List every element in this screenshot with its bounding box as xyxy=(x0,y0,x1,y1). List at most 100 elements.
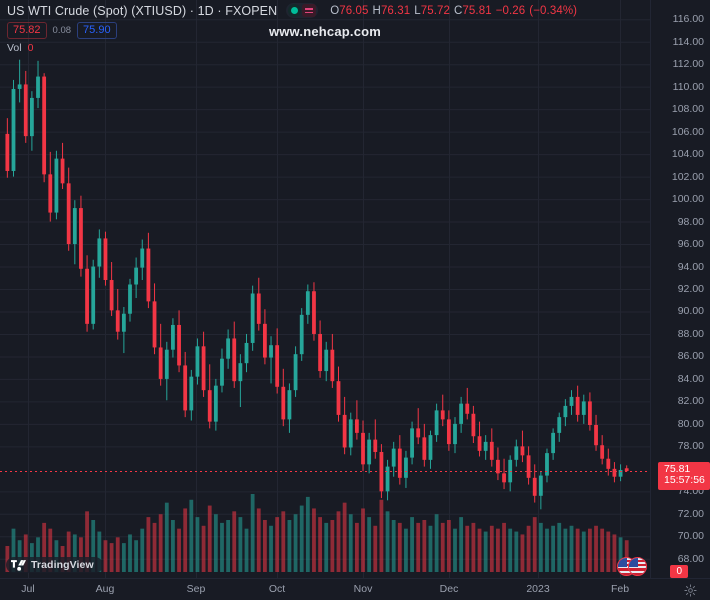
volume-bar xyxy=(72,534,77,572)
volume-bar xyxy=(312,508,316,572)
volume-bar xyxy=(551,525,556,572)
candle-body xyxy=(54,158,59,213)
candle-body xyxy=(422,437,427,460)
candle-body xyxy=(391,448,396,467)
candle-body xyxy=(545,453,549,476)
price-scale[interactable]: 116.00 114.00 112.00 110.00 108.00 106.00 104.… xyxy=(650,0,710,578)
volume-bar xyxy=(103,540,108,572)
candle-body xyxy=(177,324,181,366)
volume-bar xyxy=(11,528,16,572)
volume-bar xyxy=(422,520,427,572)
price-tick: 96.00 xyxy=(677,238,704,251)
candle-body xyxy=(195,346,200,377)
candle-body xyxy=(134,267,139,285)
us-flag-event-icon[interactable] xyxy=(628,557,647,576)
candle-body xyxy=(606,458,611,469)
candle-body xyxy=(250,293,255,343)
time-tick: 2023 xyxy=(526,583,550,595)
volume-bar xyxy=(54,540,59,572)
candle-body xyxy=(171,324,175,350)
volume-badge[interactable]: 0 xyxy=(670,565,688,578)
volume-bar xyxy=(207,505,212,572)
volume-bar xyxy=(201,525,206,572)
volume-bar xyxy=(496,528,500,572)
volume-bar xyxy=(588,528,592,572)
chart-settings-gear-icon[interactable] xyxy=(684,584,697,597)
candle-body xyxy=(220,358,224,386)
price-tick: 108.00 xyxy=(671,103,704,116)
candle-body xyxy=(612,468,617,477)
candle-body xyxy=(48,174,53,213)
price-tick: 94.00 xyxy=(677,260,704,273)
volume-bar xyxy=(600,528,605,572)
candle-body xyxy=(201,346,206,391)
candle-body xyxy=(336,381,341,415)
time-tick: Feb xyxy=(610,583,630,595)
candle-body xyxy=(453,423,457,445)
volume-bar xyxy=(36,537,40,572)
current-price-badge[interactable]: 75.81 15:57:56 xyxy=(658,461,710,490)
volume-bar xyxy=(97,531,102,572)
volume-bar xyxy=(618,537,623,572)
tradingview-label: TradingView xyxy=(31,559,94,571)
volume-bar xyxy=(324,522,329,572)
candle-body xyxy=(60,158,65,184)
volume-bar xyxy=(563,528,568,572)
candle-body xyxy=(275,345,280,387)
candle-body xyxy=(526,455,531,478)
time-scale[interactable]: Jul Aug Sep Oct Nov Dec 2023 Feb xyxy=(0,578,710,600)
volume-bar xyxy=(171,520,175,572)
candle-body xyxy=(324,349,329,372)
volume-bar xyxy=(244,528,249,572)
chart-plot-area[interactable] xyxy=(0,0,650,578)
volume-bar xyxy=(545,528,549,572)
candle-body xyxy=(152,301,157,348)
candle-body xyxy=(23,84,28,137)
volume-bar xyxy=(269,525,273,572)
price-tick: 88.00 xyxy=(677,327,704,340)
volume-bar xyxy=(489,525,494,572)
candle-body xyxy=(410,428,414,458)
candle-body xyxy=(66,183,71,245)
volume-bar xyxy=(391,520,396,572)
candle-body xyxy=(624,468,629,471)
volume-bar xyxy=(459,517,464,572)
candle-body xyxy=(483,441,488,451)
volume-bar xyxy=(606,531,611,572)
candle-body xyxy=(79,208,83,269)
volume-bar xyxy=(526,525,531,572)
volume-bar xyxy=(256,508,261,572)
volume-bar xyxy=(281,511,286,572)
volume-bar xyxy=(183,508,188,572)
candle-body xyxy=(213,385,218,422)
tradingview-logo[interactable]: TradingView xyxy=(6,557,103,573)
price-tick: 116.00 xyxy=(672,13,704,26)
candle-body xyxy=(238,363,243,382)
candle-body xyxy=(281,386,286,420)
candle-body xyxy=(373,439,378,452)
volume-bar xyxy=(342,502,347,572)
candle-body xyxy=(440,410,445,420)
price-tick: 90.00 xyxy=(677,305,704,318)
candle-body xyxy=(563,405,568,418)
price-tick: 104.00 xyxy=(671,148,704,161)
volume-bar xyxy=(612,534,617,572)
candle-body xyxy=(183,365,188,411)
candle-body xyxy=(318,333,322,372)
candle-body xyxy=(115,310,120,332)
volume-bar xyxy=(367,517,372,572)
volume-bar xyxy=(373,525,378,572)
candle-body xyxy=(121,313,126,332)
candle-body xyxy=(128,284,132,314)
candle-body xyxy=(164,349,169,379)
candle-body xyxy=(29,97,34,137)
candle-body xyxy=(36,76,40,98)
volume-bar xyxy=(557,522,562,572)
price-tick: 98.00 xyxy=(677,215,704,228)
volume-bar xyxy=(348,514,353,572)
volume-bar xyxy=(134,540,139,572)
volume-bar xyxy=(581,531,586,572)
volume-bar xyxy=(502,522,506,572)
volume-bar xyxy=(195,517,200,572)
